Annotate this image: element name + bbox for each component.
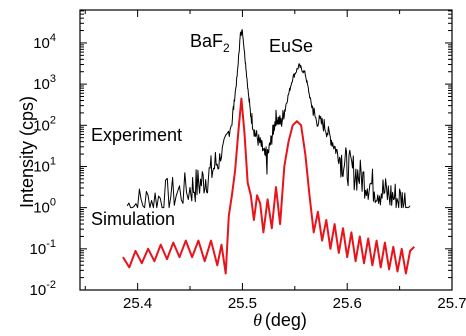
y-tick-label: 10-1: [30, 238, 56, 258]
y-tick-label: 101: [33, 155, 56, 175]
x-tick-label: 25.4: [123, 295, 152, 312]
y-tick-label: 102: [33, 114, 56, 134]
y-tick-label: 103: [33, 73, 56, 93]
annotations: BaF2 EuSe Experiment Simulation: [91, 31, 313, 229]
y-tick-label: 10-2: [30, 279, 56, 299]
y-tick-label: 100: [33, 197, 56, 217]
annotation-experiment: Experiment: [91, 125, 182, 145]
annotation-baf2: BaF2: [190, 31, 230, 55]
x-tick-label: 25.6: [333, 295, 362, 312]
series-simulation-line: [122, 97, 415, 275]
series-experiment-line: [126, 29, 411, 209]
x-tick-label: 25.7: [437, 295, 466, 312]
axes: 25.4 25.5 25.6 25.7 10-2 10-1 100 101 102 103 104: [30, 9, 466, 312]
x-axis-label: θ (deg): [253, 310, 307, 330]
y-tick-label: 104: [33, 32, 56, 52]
plot-frame: [79, 9, 453, 291]
x-tick-label: 25.5: [228, 295, 257, 312]
annotation-simulation: Simulation: [91, 209, 175, 229]
annotation-euse: EuSe: [269, 36, 313, 56]
y-axis-label: Intensity (cps): [17, 96, 37, 208]
series-layer: [122, 29, 415, 275]
